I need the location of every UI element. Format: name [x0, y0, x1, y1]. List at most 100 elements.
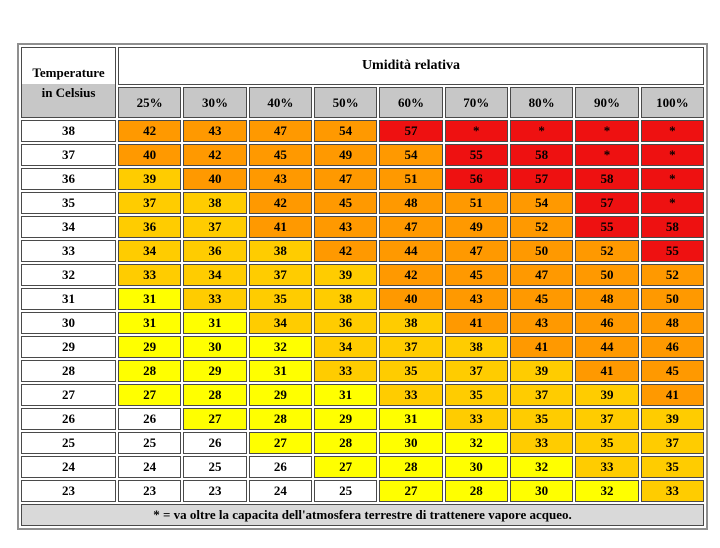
table-row: 33 34 36 38 42 44 47 50 52 55	[21, 240, 704, 262]
heat-cell: 52	[575, 240, 639, 262]
heat-cell: 46	[640, 336, 704, 358]
heat-cell: 31	[248, 360, 312, 382]
heat-cell: 38	[183, 192, 247, 214]
heat-cell: 48	[575, 288, 639, 310]
heat-cell: 39	[118, 168, 182, 190]
heat-cell: 52	[509, 216, 574, 238]
heat-cell: 41	[444, 312, 508, 334]
heat-cell: 38	[248, 240, 312, 262]
heat-cell: 39	[509, 360, 574, 382]
temp-label-cell: 35	[21, 192, 116, 214]
heat-cell: 33	[183, 288, 247, 310]
table-row: 38 42 43 47 54 57 * * * *	[21, 120, 704, 142]
heat-cell: 43	[509, 312, 574, 334]
heat-cell: 57	[575, 192, 639, 214]
heat-cell: 49	[313, 144, 378, 166]
heat-cell: 39	[575, 384, 639, 406]
temp-label-cell: 36	[21, 168, 116, 190]
heat-cell: 37	[640, 432, 704, 454]
heat-cell: 40	[379, 288, 443, 310]
table-row: 37 40 42 45 49 54 55 58 * *	[21, 144, 704, 166]
heat-cell: 46	[575, 312, 639, 334]
humidity-header-row: 25% 30% 40% 50% 60% 70% 80% 90% 100%	[21, 87, 704, 118]
heat-cell: 37	[118, 192, 182, 214]
temp-label-cell: 30	[21, 312, 116, 334]
heat-cell: 29	[183, 360, 247, 382]
footnote-row: * = va oltre la capacita dell'atmosfera …	[21, 504, 704, 526]
heat-cell: 45	[640, 360, 704, 382]
heat-cell: 33	[118, 264, 182, 286]
heat-index-table: Temperature in Celsius Umidità relativa 2…	[17, 43, 708, 530]
heat-cell: 43	[313, 216, 378, 238]
temperature-header-cell: Temperature in Celsius	[21, 47, 116, 118]
heat-cell: 38	[444, 336, 508, 358]
heat-cell: *	[640, 120, 704, 142]
table-row: 24 24 25 26 27 28 30 32 33 35	[21, 456, 704, 478]
heat-cell: 50	[509, 240, 574, 262]
heat-cell: 37	[183, 216, 247, 238]
heat-cell: 57	[509, 168, 574, 190]
heat-cell: 24	[248, 480, 312, 502]
heat-cell: 31	[183, 312, 247, 334]
heat-cell: 34	[313, 336, 378, 358]
title-row: Temperature in Celsius Umidità relativa	[21, 47, 704, 118]
temperature-header-line1: Temperature	[32, 65, 105, 80]
heat-cell: 28	[444, 480, 508, 502]
heat-cell: 58	[640, 216, 704, 238]
heat-cell: 38	[379, 312, 443, 334]
heat-cell: 47	[248, 120, 312, 142]
heat-cell: 24	[118, 456, 182, 478]
heat-cell: 31	[118, 288, 182, 310]
heat-cell: 30	[444, 456, 508, 478]
heat-cell: 41	[509, 336, 574, 358]
heat-cell: 47	[313, 168, 378, 190]
heat-cell: 55	[444, 144, 508, 166]
heat-cell: 33	[379, 384, 443, 406]
heat-cell: 25	[118, 432, 182, 454]
heat-cell: 29	[313, 408, 378, 430]
heat-cell: 28	[379, 456, 443, 478]
heat-cell: 35	[379, 360, 443, 382]
table-row: 23 23 23 24 25 27 28 30 32 33	[21, 480, 704, 502]
table-row: 29 29 30 32 34 37 38 41 44 46	[21, 336, 704, 358]
heat-cell: 35	[248, 288, 312, 310]
heat-cell: 30	[379, 432, 443, 454]
humidity-header-cell: 80%	[509, 87, 574, 118]
heat-cell: 28	[248, 408, 312, 430]
heat-cell: 28	[183, 384, 247, 406]
humidity-header-cell: 90%	[575, 87, 639, 118]
heat-cell: 42	[248, 192, 312, 214]
heat-cell: 33	[640, 480, 704, 502]
heat-cell: 27	[313, 456, 378, 478]
table-row: 26 26 27 28 29 31 33 35 37 39	[21, 408, 704, 430]
temp-label-cell: 34	[21, 216, 116, 238]
heat-cell: 32	[248, 336, 312, 358]
heat-cell: 44	[575, 336, 639, 358]
heat-cell: *	[575, 144, 639, 166]
heat-cell: 32	[444, 432, 508, 454]
heat-cell: 36	[183, 240, 247, 262]
heat-cell: 42	[183, 144, 247, 166]
heat-cell: 54	[379, 144, 443, 166]
heat-cell: 43	[183, 120, 247, 142]
heat-cell: 27	[379, 480, 443, 502]
heat-cell: 42	[118, 120, 182, 142]
heat-cell: 35	[640, 456, 704, 478]
heat-cell: 29	[118, 336, 182, 358]
humidity-header-cell: 40%	[248, 87, 312, 118]
heat-cell: 41	[248, 216, 312, 238]
heat-index-body: 38 42 43 47 54 57 * * * * 37 40 42 45 49 54 55 58 * * 36 39 40…	[21, 120, 704, 502]
heat-cell: 47	[379, 216, 443, 238]
heat-cell: 27	[248, 432, 312, 454]
heat-cell: 47	[444, 240, 508, 262]
heat-cell: 36	[118, 216, 182, 238]
heat-cell: 33	[444, 408, 508, 430]
heat-cell: 47	[509, 264, 574, 286]
heat-cell: 55	[575, 216, 639, 238]
heat-cell: 37	[248, 264, 312, 286]
heat-cell: 45	[248, 144, 312, 166]
humidity-header-cell: 50%	[313, 87, 378, 118]
heat-cell: 31	[379, 408, 443, 430]
heat-cell: 25	[183, 456, 247, 478]
heat-cell: 49	[444, 216, 508, 238]
